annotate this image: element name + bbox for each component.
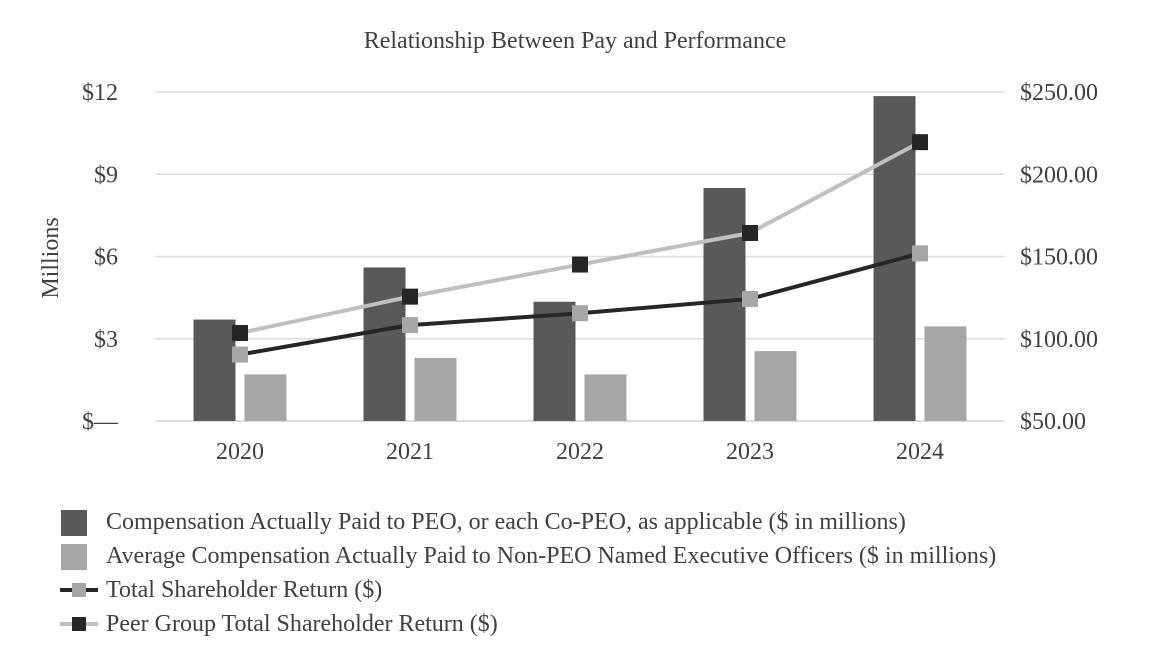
bar xyxy=(533,301,576,421)
tsr-marker xyxy=(742,290,758,307)
y-tick-label: $6 xyxy=(94,245,118,271)
legend-item-tsr: Total Shareholder Return ($) xyxy=(60,573,996,607)
legend-item-peo-cap: Compensation Actually Paid to PEO, or ea… xyxy=(60,505,996,539)
y2-tick-label: $100.00 xyxy=(1020,327,1098,353)
legend-label-peer-tsr: Peer Group Total Shareholder Return ($) xyxy=(106,610,498,637)
bar xyxy=(244,374,287,421)
legend-swatch-peo-cap xyxy=(60,509,100,536)
series-lines xyxy=(232,134,928,363)
y-tick-label: $— xyxy=(82,409,119,435)
bar xyxy=(363,267,406,421)
tsr-marker xyxy=(232,346,248,363)
tsr-marker xyxy=(572,305,588,322)
peer-tsr-marker xyxy=(402,288,418,305)
peer-tsr-line xyxy=(239,140,921,335)
tsr-marker xyxy=(402,317,418,334)
y2-tick-label: $200.00 xyxy=(1020,162,1098,188)
legend-item-neo-cap: Average Compensation Actually Paid to No… xyxy=(60,539,996,573)
y2-tick-label: $150.00 xyxy=(1020,245,1098,271)
bar xyxy=(754,351,797,421)
bar xyxy=(924,326,967,421)
peer-tsr-marker xyxy=(742,224,758,241)
bar xyxy=(414,357,457,421)
x-tick-label: 2022 xyxy=(556,439,604,465)
peer-tsr-marker xyxy=(912,134,928,151)
y-tick-label: $12 xyxy=(82,80,118,106)
y-axis-label: Millions xyxy=(38,217,64,298)
axis-ticks: $— $50.00 $3 $100.00 $6 $150.00 $9 $200.00 $12 $2… xyxy=(82,80,1098,465)
legend-label-tsr: Total Shareholder Return ($) xyxy=(106,576,383,603)
legend-label-peo-cap: Compensation Actually Paid to PEO, or ea… xyxy=(106,508,906,535)
bar xyxy=(703,187,746,421)
y2-tick-label: $250.00 xyxy=(1020,80,1098,106)
y-tick-label: $3 xyxy=(94,327,118,353)
x-tick-label: 2023 xyxy=(726,439,774,465)
legend: Compensation Actually Paid to PEO, or ea… xyxy=(60,505,996,641)
tsr-marker xyxy=(912,245,928,262)
y2-tick-label: $50.00 xyxy=(1020,409,1086,435)
legend-item-peer-tsr: Peer Group Total Shareholder Return ($) xyxy=(60,607,996,641)
peer-tsr-marker xyxy=(232,324,248,341)
legend-swatch-tsr xyxy=(60,577,100,603)
x-tick-label: 2024 xyxy=(896,439,944,465)
chart-title: Relationship Between Pay and Performance xyxy=(364,28,787,54)
y-tick-label: $9 xyxy=(94,162,118,188)
x-tick-label: 2021 xyxy=(386,439,434,465)
legend-swatch-peer-tsr xyxy=(60,611,100,637)
peer-tsr-marker xyxy=(572,256,588,273)
legend-swatch-neo-cap xyxy=(60,543,100,570)
bar xyxy=(193,319,236,421)
bar xyxy=(584,374,627,421)
legend-label-neo-cap: Average Compensation Actually Paid to No… xyxy=(106,542,997,569)
x-tick-label: 2020 xyxy=(216,439,264,465)
